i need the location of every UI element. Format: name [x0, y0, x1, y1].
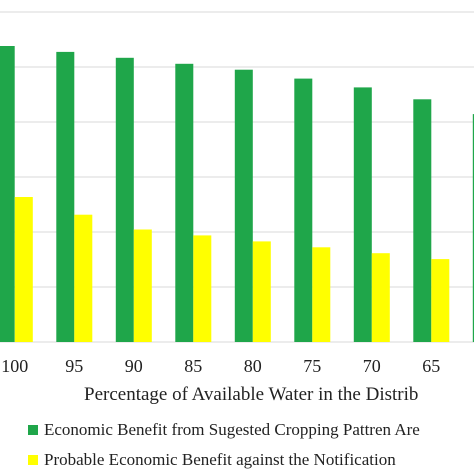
legend-swatch-yellow [28, 455, 38, 465]
x-tick-label-75: 75 [303, 356, 321, 376]
x-tick-label-80: 80 [244, 356, 262, 376]
bar-series-2-70 [371, 253, 390, 342]
x-tick-label-95: 95 [65, 356, 83, 376]
legend-label-series-1: Economic Benefit from Sugested Cropping … [44, 420, 420, 439]
bar-series-1-95 [56, 51, 75, 343]
bar-series-2-80 [252, 241, 271, 342]
x-tick-label-65: 65 [422, 356, 440, 376]
x-tick-label-85: 85 [184, 356, 202, 376]
bars [0, 46, 474, 343]
x-tick-label-90: 90 [125, 356, 143, 376]
bar-series-2-65 [431, 259, 450, 342]
bar-series-2-100 [14, 197, 33, 342]
bar-series-1-70 [353, 87, 372, 343]
legend-swatch-green [28, 425, 38, 435]
bar-series-1-80 [234, 69, 253, 342]
legend-label-series-2: Probable Economic Benefit against the No… [44, 450, 396, 469]
legend-item-series-1: Economic Benefit from Sugested Cropping … [28, 420, 420, 440]
x-tick-label-100: 100 [1, 356, 28, 376]
bar-series-2-90 [133, 229, 152, 342]
bar-series-1-100 [0, 46, 15, 342]
x-axis-label: Percentage of Available Water in the Dis… [84, 384, 419, 405]
bar-series-2-85 [193, 235, 212, 342]
bar-series-2-75 [312, 247, 331, 342]
bar-series-1-6 [472, 114, 474, 342]
bar-series-2-95 [74, 214, 93, 342]
bar-series-1-85 [175, 63, 194, 343]
bar-series-1-65 [413, 99, 432, 342]
bar-series-1-75 [294, 78, 313, 342]
x-tick-label-70: 70 [363, 356, 381, 376]
x-tick-labels: 100959085807570656 [1, 356, 440, 376]
legend-item-series-2: Probable Economic Benefit against the No… [28, 450, 396, 470]
bar-series-1-90 [115, 57, 134, 343]
